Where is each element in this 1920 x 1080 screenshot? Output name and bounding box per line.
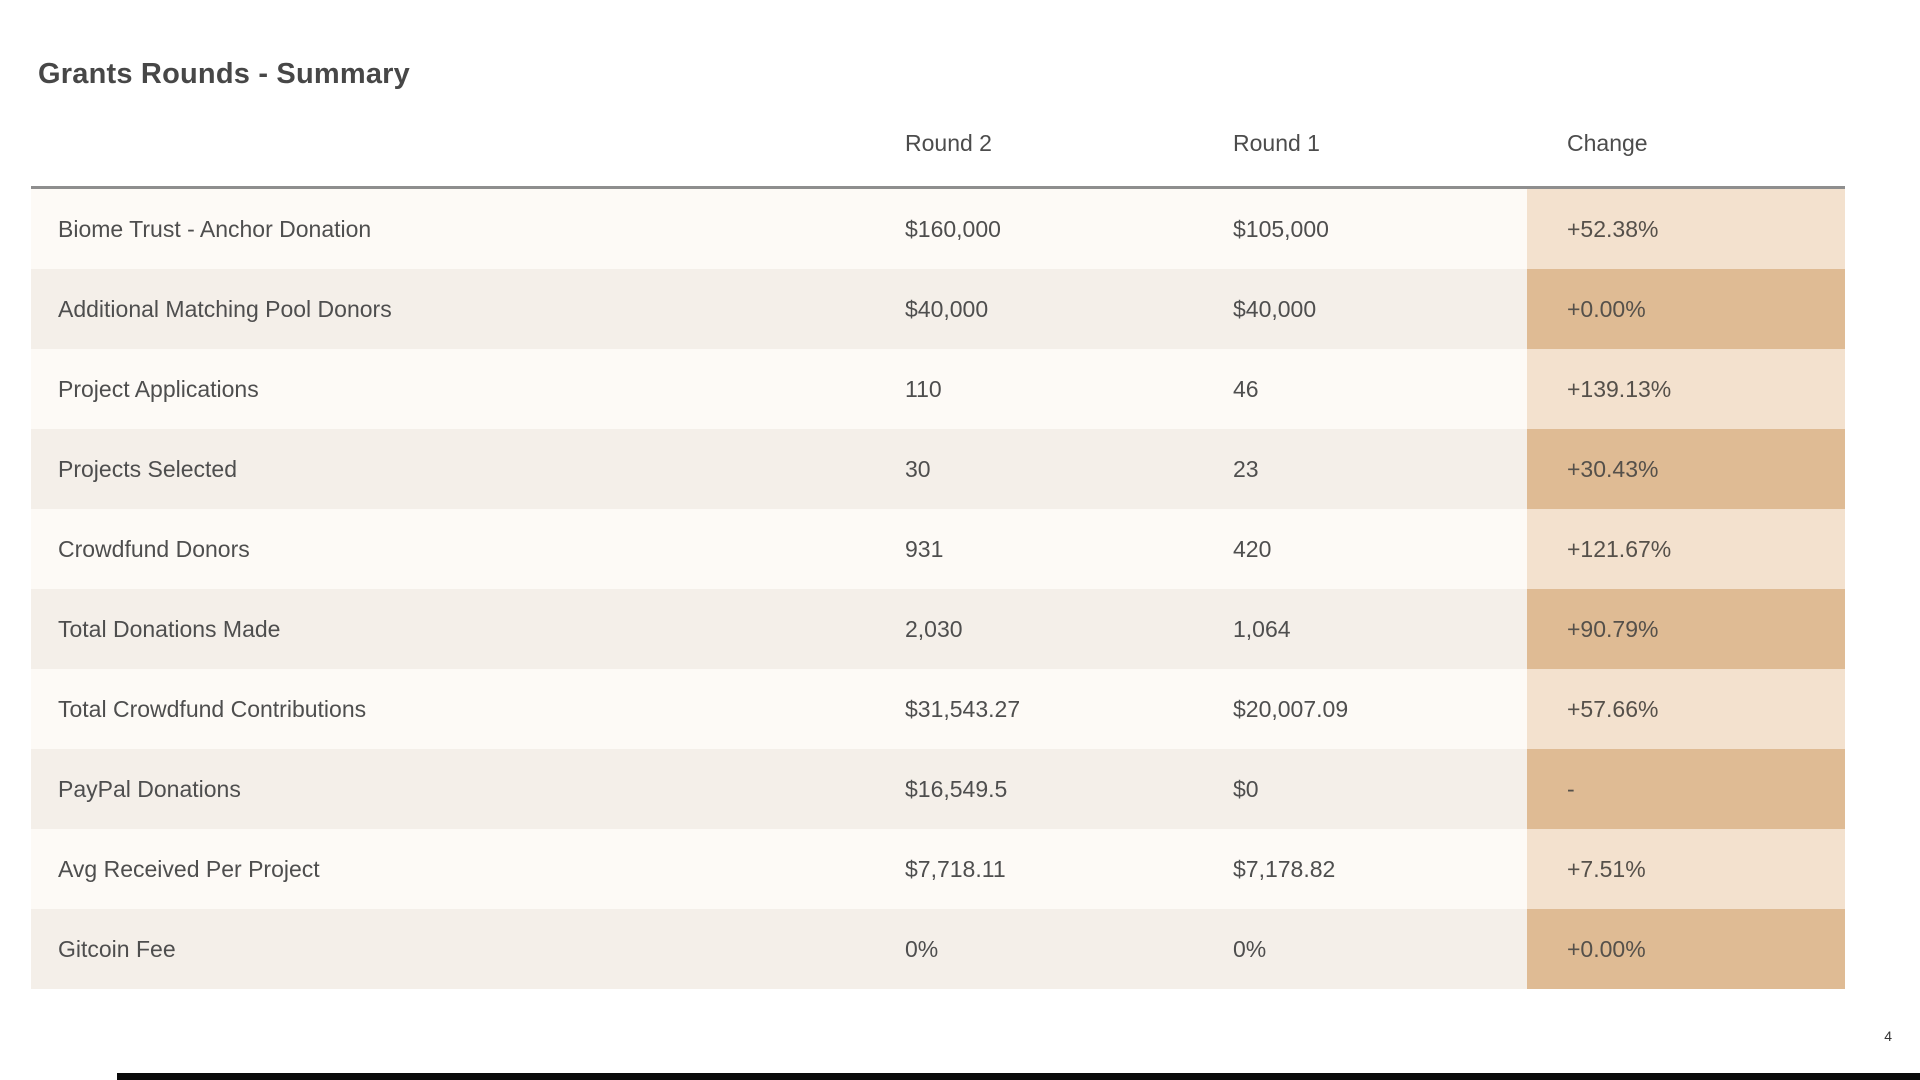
row-round2-value: 110: [905, 349, 1233, 429]
row-label: Projects Selected: [31, 429, 905, 509]
row-change-value: +121.67%: [1527, 509, 1845, 589]
row-round2-value: 0%: [905, 909, 1233, 989]
row-round2-value: $31,543.27: [905, 669, 1233, 749]
table-body: Biome Trust - Anchor Donation $160,000 $…: [31, 189, 1845, 989]
page-number: 4: [1884, 1028, 1892, 1044]
row-round1-value: 23: [1233, 429, 1527, 509]
row-change-value: +52.38%: [1527, 189, 1845, 269]
table-row: Avg Received Per Project $7,718.11 $7,17…: [31, 829, 1845, 909]
table-row: Crowdfund Donors 931 420 +121.67%: [31, 509, 1845, 589]
header-round-2: Round 2: [905, 129, 992, 156]
header-change: Change: [1567, 129, 1648, 156]
table-row: Biome Trust - Anchor Donation $160,000 $…: [31, 189, 1845, 269]
row-label: Project Applications: [31, 349, 905, 429]
table-row: Projects Selected 30 23 +30.43%: [31, 429, 1845, 509]
row-change-value: +7.51%: [1527, 829, 1845, 909]
table-row: Total Crowdfund Contributions $31,543.27…: [31, 669, 1845, 749]
table-row: Additional Matching Pool Donors $40,000 …: [31, 269, 1845, 349]
row-label: Additional Matching Pool Donors: [31, 269, 905, 349]
table-row: Gitcoin Fee 0% 0% +0.00%: [31, 909, 1845, 989]
row-round1-value: $105,000: [1233, 189, 1527, 269]
table-header-row: Round 2 Round 1 Change: [31, 100, 1845, 189]
table-row: PayPal Donations $16,549.5 $0 -: [31, 749, 1845, 829]
row-label: PayPal Donations: [31, 749, 905, 829]
row-round2-value: $16,549.5: [905, 749, 1233, 829]
summary-table: Round 2 Round 1 Change Biome Trust - Anc…: [31, 100, 1845, 989]
row-round1-value: 420: [1233, 509, 1527, 589]
row-change-value: +30.43%: [1527, 429, 1845, 509]
row-round2-value: $40,000: [905, 269, 1233, 349]
row-label: Total Crowdfund Contributions: [31, 669, 905, 749]
row-change-value: +0.00%: [1527, 909, 1845, 989]
row-round1-value: $40,000: [1233, 269, 1527, 349]
row-label: Gitcoin Fee: [31, 909, 905, 989]
header-round-1: Round 1: [1233, 129, 1320, 156]
row-label: Avg Received Per Project: [31, 829, 905, 909]
header-metric: [31, 100, 905, 186]
page-title: Grants Rounds - Summary: [38, 58, 410, 90]
row-change-value: +139.13%: [1527, 349, 1845, 429]
row-change-value: +90.79%: [1527, 589, 1845, 669]
row-round1-value: $0: [1233, 749, 1527, 829]
row-change-value: -: [1527, 749, 1845, 829]
row-round1-value: 0%: [1233, 909, 1527, 989]
row-round2-value: 30: [905, 429, 1233, 509]
row-label: Total Donations Made: [31, 589, 905, 669]
table-row: Project Applications 110 46 +139.13%: [31, 349, 1845, 429]
row-round2-value: $160,000: [905, 189, 1233, 269]
row-round1-value: $7,178.82: [1233, 829, 1527, 909]
row-round2-value: $7,718.11: [905, 829, 1233, 909]
row-round2-value: 2,030: [905, 589, 1233, 669]
bottom-edge-bar: [117, 1073, 1920, 1080]
row-round1-value: 46: [1233, 349, 1527, 429]
row-round1-value: $20,007.09: [1233, 669, 1527, 749]
row-round2-value: 931: [905, 509, 1233, 589]
table-row: Total Donations Made 2,030 1,064 +90.79%: [31, 589, 1845, 669]
row-change-value: +57.66%: [1527, 669, 1845, 749]
row-round1-value: 1,064: [1233, 589, 1527, 669]
row-label: Biome Trust - Anchor Donation: [31, 189, 905, 269]
row-change-value: +0.00%: [1527, 269, 1845, 349]
row-label: Crowdfund Donors: [31, 509, 905, 589]
